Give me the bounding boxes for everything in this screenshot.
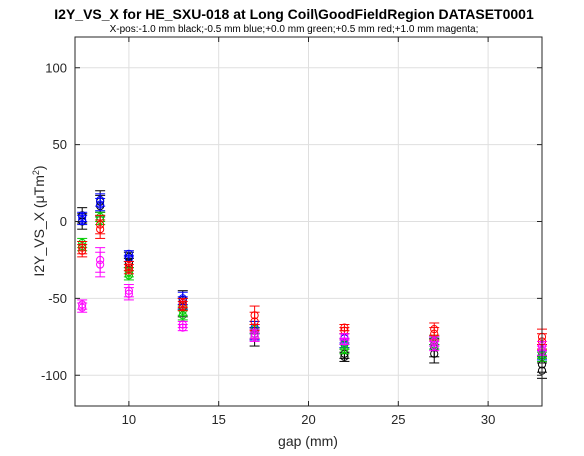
x-tick-label: 20	[301, 412, 315, 427]
y-axis-label-main: I2Y_VS_X (μTm	[31, 175, 47, 276]
data-point	[178, 323, 187, 332]
data-point	[96, 260, 105, 269]
x-tick-label: 10	[122, 412, 136, 427]
y-tick-label: -100	[41, 368, 67, 383]
y-tick-label: 100	[45, 60, 67, 75]
chart-title: I2Y_VS_X for HE_SXU-018 at Long Coil\Goo…	[54, 6, 534, 22]
chart-subtitle: X-pos:-1.0 mm black;-0.5 mm blue;+0.0 mm…	[110, 24, 479, 35]
data-point	[250, 332, 259, 341]
x-axis-label: gap (mm)	[278, 433, 338, 449]
y-tick-label: 50	[53, 137, 67, 152]
data-point	[250, 317, 259, 326]
y-axis-label-sup: 2	[31, 170, 41, 175]
data-point	[78, 303, 87, 312]
grid	[75, 37, 542, 406]
x-tick-label: 15	[211, 412, 225, 427]
data-point	[340, 337, 349, 346]
x-tick-label: 30	[481, 412, 495, 427]
data-point	[178, 301, 187, 311]
y-axis-label-end: )	[31, 165, 47, 170]
y-tick-label: -50	[48, 291, 67, 306]
y-tick-label: 0	[60, 214, 67, 229]
x-tick-label: 25	[391, 412, 405, 427]
data-point	[124, 289, 133, 298]
data-point	[78, 246, 87, 255]
data-point	[96, 225, 105, 234]
y-axis-label: I2Y_VS_X (μTm2)	[31, 165, 47, 276]
data-point	[96, 200, 105, 209]
data-point	[430, 341, 439, 351]
data-point	[124, 265, 133, 274]
data-point	[78, 215, 87, 225]
ticks: 10 15 20 25 30 100 50 0 -50 -100	[41, 37, 542, 427]
data-point	[178, 311, 187, 320]
